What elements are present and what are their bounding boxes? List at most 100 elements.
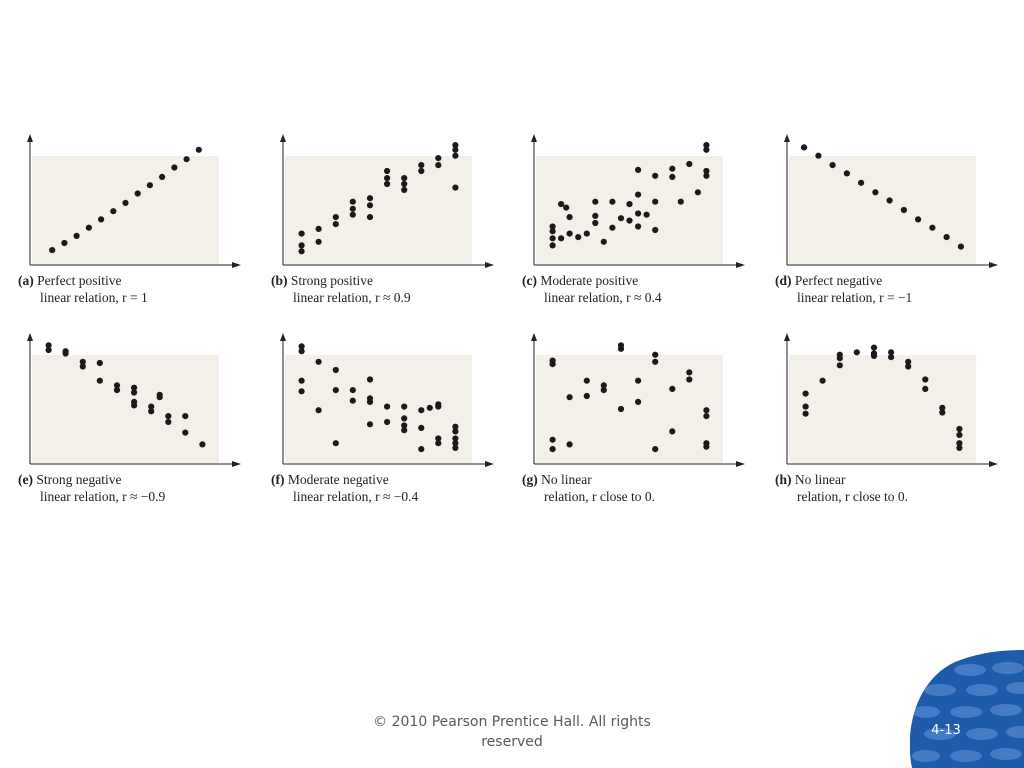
scatter-point (435, 435, 442, 442)
scatter-point (802, 390, 809, 397)
scatter-point (703, 172, 710, 179)
scatter-point (45, 346, 52, 354)
scatter-point (332, 387, 339, 394)
scatter-point (652, 358, 659, 365)
plot-background (285, 355, 472, 463)
scatter-point (643, 211, 650, 218)
caption-title: Strong positive (287, 273, 374, 288)
scatter-point (452, 444, 459, 451)
plot-background (536, 156, 723, 264)
scatter-point (669, 428, 676, 435)
caption-line-2: linear relation, r ≈ −0.9 (40, 489, 166, 504)
scatter-point (635, 398, 642, 405)
caption-title: No linear (537, 472, 592, 487)
scatter-point (366, 202, 374, 209)
panel-letter: (c) (522, 273, 537, 288)
scatter-point (452, 184, 459, 191)
scatter-point (905, 363, 912, 370)
scatter-point (435, 440, 442, 447)
x-axis-arrow-icon (232, 461, 241, 467)
scatter-point (870, 344, 878, 351)
scatter-point (195, 146, 202, 153)
copyright-footer: © 2010 Pearson Prentice Hall. All rights… (360, 712, 664, 752)
caption-line-1: (e) Strong negative (18, 472, 121, 487)
caption-line-2: linear relation, r ≈ 0.4 (544, 290, 662, 305)
scatter-point (563, 204, 570, 211)
scatter-point (156, 391, 163, 398)
panel-caption: (f) Moderate negative linear relation, r … (271, 471, 511, 505)
y-axis-arrow-icon (280, 333, 286, 341)
scatter-point (452, 423, 459, 430)
x-axis-arrow-icon (736, 461, 745, 467)
panel-letter: (d) (775, 273, 792, 288)
scatter-point (366, 376, 374, 383)
scatter-point (626, 217, 633, 224)
scatter-point (452, 435, 459, 442)
scatter-point (922, 376, 929, 383)
scatter-point (96, 377, 103, 384)
scatter-panel-g: (g) No linear relation, r close to 0. (522, 332, 758, 522)
panel-caption: (e) Strong negative linear relation, r ≈ … (18, 471, 258, 505)
scatter-plot (531, 333, 745, 467)
copyright-line-1: © 2010 Pearson Prentice Hall. All rights (373, 714, 651, 730)
scatter-plot (531, 134, 745, 268)
scatter-point (384, 403, 391, 410)
y-axis-arrow-icon (27, 134, 33, 142)
scatter-plot (784, 134, 998, 268)
scatter-point (349, 387, 356, 394)
scatter-point (332, 366, 339, 374)
scatter-point (703, 440, 710, 447)
scatter-point (566, 214, 573, 221)
scatter-point (652, 446, 659, 453)
scatter-point (549, 235, 556, 242)
caption-line-1: (d) Perfect negative (775, 273, 882, 288)
scatter-point (600, 387, 607, 394)
scatter-point (199, 441, 206, 448)
scatter-point (635, 210, 642, 217)
scatter-point (583, 377, 590, 384)
scatter-point (888, 354, 895, 361)
caption-title: Perfect positive (33, 273, 122, 288)
scatter-point (401, 403, 408, 410)
scatter-point (349, 198, 356, 205)
scatter-point (939, 409, 946, 416)
scatter-point (315, 358, 322, 365)
scatter-point (298, 248, 305, 255)
scatter-point (669, 173, 676, 180)
scatter-point (349, 211, 356, 218)
scatter-point (626, 201, 633, 208)
scatter-point (418, 446, 425, 453)
scatter-point (182, 429, 189, 436)
scatter-point (583, 230, 590, 237)
scatter-panel-d: (d) Perfect negative linear relation, r =… (775, 133, 1011, 323)
scatter-point (592, 219, 599, 227)
panel-caption: (c) Moderate positive linear relation, r … (522, 272, 762, 306)
scatter-point (905, 358, 912, 365)
scatter-point (600, 382, 607, 389)
scatter-point (384, 180, 391, 188)
scatter-point (815, 152, 822, 159)
scatter-point (703, 142, 710, 149)
scatter-point (801, 144, 808, 151)
scatter-point (956, 425, 963, 433)
scatter-point (600, 238, 607, 245)
scatter-point (888, 349, 895, 356)
scatter-point (98, 216, 105, 223)
badge-pattern-icon (910, 650, 1024, 768)
caption-title: Moderate negative (284, 472, 389, 487)
scatter-point (558, 235, 565, 242)
scatter-point (575, 234, 582, 241)
y-axis-arrow-icon (280, 134, 286, 142)
scatter-panel-b: (b) Strong positive linear relation, r ≈ … (271, 133, 507, 323)
scatter-point (113, 382, 121, 389)
scatter-point (872, 189, 879, 196)
scatter-point (652, 226, 659, 234)
caption-line-2: relation, r close to 0. (544, 489, 655, 504)
scatter-point (332, 221, 339, 228)
scatter-point (113, 387, 121, 394)
caption-line-2: linear relation, r ≈ −0.4 (293, 489, 419, 504)
scatter-point (384, 167, 391, 175)
scatter-point (829, 162, 836, 169)
scatter-point (435, 155, 442, 162)
scatter-point (298, 343, 305, 350)
